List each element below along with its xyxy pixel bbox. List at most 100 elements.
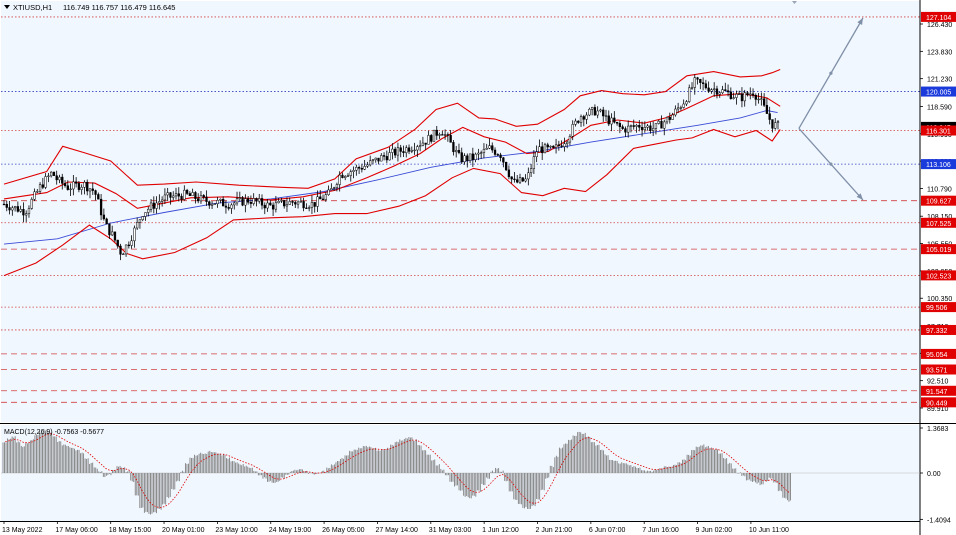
price-tick-label: 121.230 [927, 77, 952, 84]
candle-body [88, 188, 92, 192]
candle-body [357, 167, 361, 169]
candle-body [685, 101, 688, 105]
candle-body [97, 194, 100, 200]
candle-body [416, 146, 419, 151]
level-tag-label: 93.571 [926, 368, 948, 375]
candle-body [41, 184, 44, 188]
candle-body [202, 195, 205, 198]
candle-body [560, 145, 563, 147]
candle-body [768, 113, 771, 120]
bollinger-lower-line [3, 128, 781, 277]
candle-body [316, 196, 319, 207]
candle-body [233, 202, 236, 206]
level-tag [921, 195, 956, 206]
candle-body [407, 147, 411, 152]
candle-body [438, 134, 441, 136]
price-panel-background[interactable] [1, 1, 920, 422]
ohlc-readout: 116.749 116.757 116.479 116.645 [63, 3, 175, 12]
candle-body [230, 204, 233, 209]
candle-body [568, 136, 572, 143]
candle-body [355, 167, 358, 171]
candle-body [724, 89, 727, 91]
chart-shift-marker-icon[interactable] [792, 1, 797, 4]
price-tick-label: 100.350 [927, 296, 952, 303]
candle-body [574, 120, 577, 125]
candle-body [563, 143, 566, 147]
level-tag-label: 95.054 [926, 352, 948, 359]
candle-body [577, 120, 580, 123]
candle-body [80, 187, 83, 190]
candle-body [147, 209, 150, 213]
candle-body [516, 179, 519, 183]
candle-body [477, 152, 480, 155]
candle-body [183, 189, 186, 200]
candle-body [713, 88, 716, 90]
candle-body [2, 203, 6, 206]
candle-body [715, 88, 719, 95]
candle-body [285, 204, 289, 207]
price-tick-label: 118.590 [927, 104, 952, 111]
candle-body [5, 203, 8, 208]
candle-body [649, 125, 652, 131]
candle-body [432, 129, 436, 142]
level-tag [921, 364, 956, 375]
candle-body [718, 92, 721, 95]
candle-body [241, 197, 244, 206]
candle-body [380, 155, 383, 162]
symbol-menu-triangle-icon[interactable] [4, 5, 10, 9]
candle-body [774, 122, 777, 129]
candle-body [310, 202, 314, 208]
candle-body [138, 219, 142, 223]
candle-body [324, 194, 327, 200]
candle-body [663, 121, 666, 129]
level-tag-label: 127.104 [926, 15, 951, 22]
candle-body [185, 189, 189, 194]
price-tick-label: 110.790 [927, 186, 952, 193]
candle-body [299, 201, 302, 203]
candle-body [291, 201, 294, 203]
candle-body [113, 231, 117, 241]
candle-body [155, 202, 158, 209]
candle-body [63, 183, 67, 186]
time-tick-label: 31 May 03:00 [429, 527, 472, 534]
candle-body [252, 198, 255, 204]
candle-body [174, 193, 178, 197]
candle-body [280, 200, 283, 202]
candle-body [363, 166, 366, 170]
candle-body [660, 120, 663, 129]
candle-body [246, 198, 250, 203]
level-tag [921, 159, 956, 170]
horizontal-levels [1, 16, 920, 403]
candles-layer [2, 74, 780, 261]
candle-body [704, 83, 708, 89]
candle-body [535, 151, 538, 157]
candle-body [751, 93, 755, 96]
candle-body [238, 197, 241, 199]
forecast-up-arrow-midpoint [829, 71, 833, 75]
candle-body [604, 115, 608, 117]
candle-body [504, 161, 508, 171]
candle-body [16, 206, 20, 212]
level-tag [921, 302, 956, 313]
bollinger-upper-line [3, 68, 781, 189]
level-tag-label: 99.506 [926, 305, 948, 312]
candle-body [726, 90, 730, 93]
candle-body [55, 175, 58, 181]
candle-body [158, 201, 161, 204]
candle-body [222, 198, 225, 207]
forecast-down-arrow-midpoint [829, 162, 833, 166]
candle-body [327, 189, 330, 196]
candle-body [762, 98, 766, 106]
candle-body [22, 209, 25, 216]
candle-body [352, 170, 355, 172]
candle-body [738, 93, 741, 95]
candle-body [424, 142, 427, 145]
candle-body [366, 164, 369, 167]
candle-body [349, 171, 352, 176]
candle-body [588, 108, 591, 116]
candle-body [27, 208, 31, 214]
candle-body [141, 216, 144, 221]
candle-body [296, 201, 300, 205]
candle-body [405, 147, 408, 154]
